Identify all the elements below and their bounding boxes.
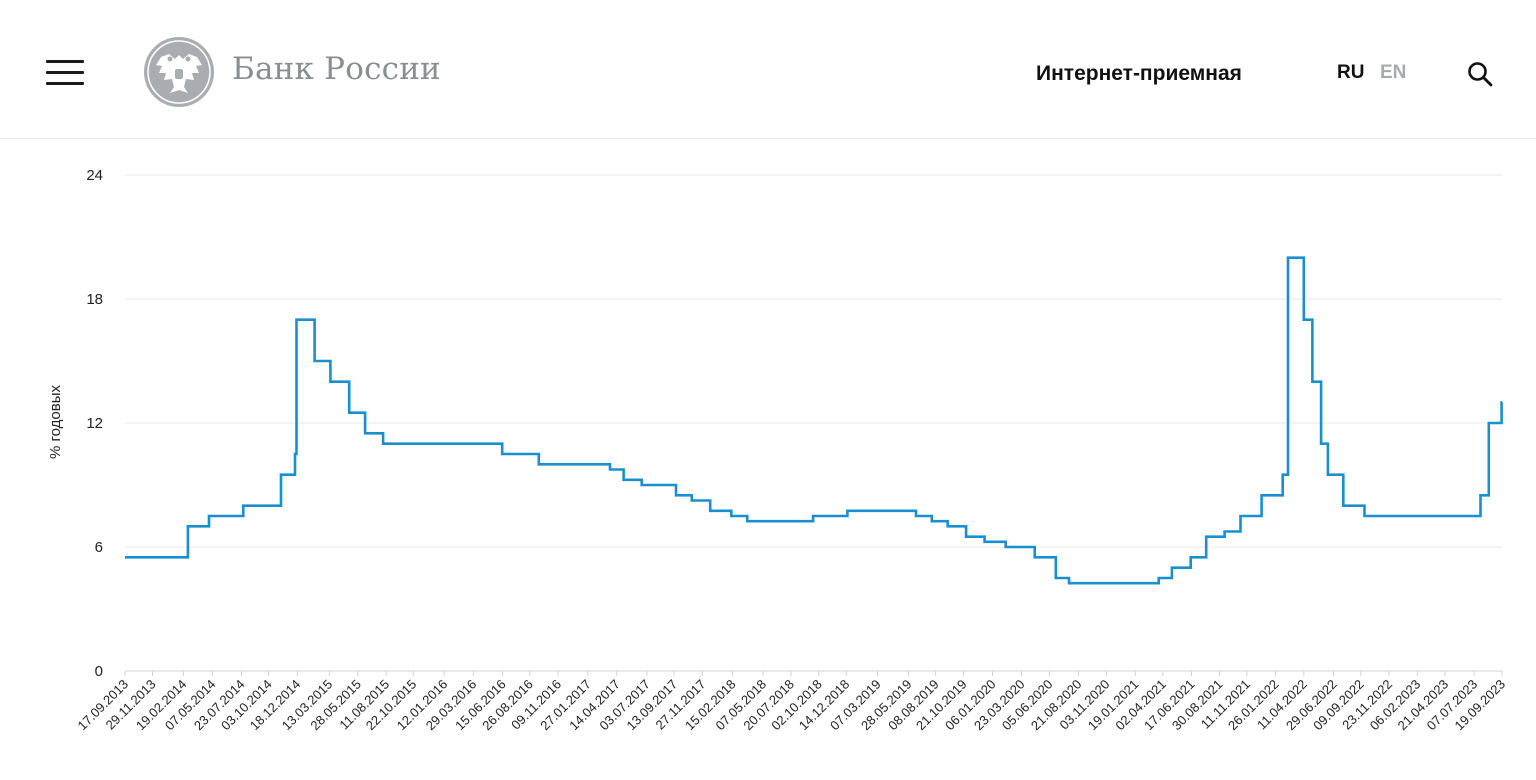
y-tick-label: 18 <box>86 291 103 308</box>
y-axis-label: % годовых <box>47 385 64 460</box>
search-icon[interactable] <box>1466 60 1494 88</box>
hamburger-menu-icon[interactable] <box>46 60 84 86</box>
y-tick-label: 12 <box>86 415 103 432</box>
series-line <box>125 256 1503 585</box>
key-rate-chart: 0 6 12 18 24 17.09.2013 29.11.2013 19.02.2014 0… <box>0 139 1536 780</box>
site-header: Банк России Интернет-приемная RU EN <box>0 0 1536 139</box>
y-tick-label: 6 <box>95 539 103 556</box>
y-tick-label: 0 <box>95 663 103 680</box>
logo-text: Банк России <box>232 51 441 87</box>
y-tick-label: 24 <box>86 167 103 184</box>
lang-ru-button[interactable]: RU <box>1337 62 1365 83</box>
lang-en-button[interactable]: EN <box>1380 62 1407 83</box>
bank-logo[interactable]: Банк России <box>142 35 442 110</box>
internet-reception-link[interactable]: Интернет-приемная <box>1036 62 1242 85</box>
double-headed-eagle-emblem <box>144 37 214 107</box>
